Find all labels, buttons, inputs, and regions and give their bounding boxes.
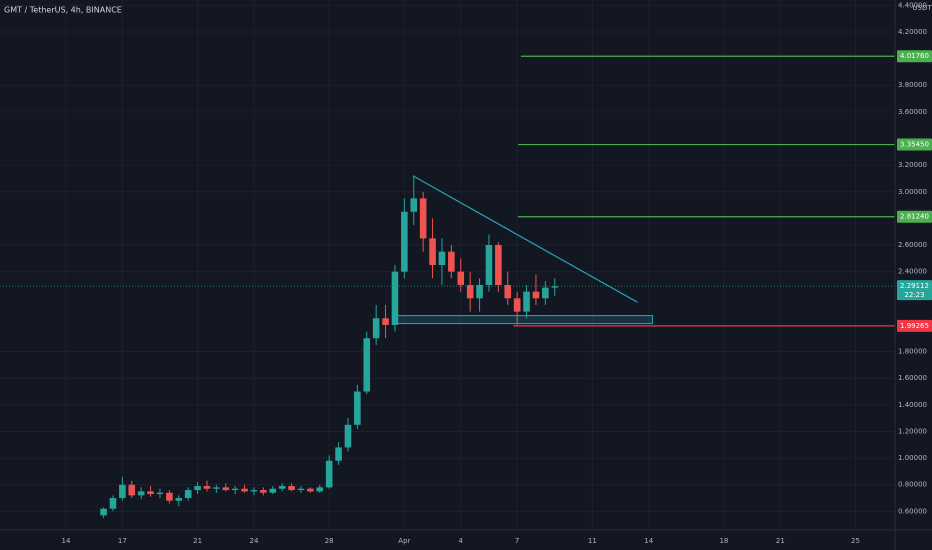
currency-label: USDT	[912, 4, 932, 12]
level-label: 3.35450	[900, 141, 929, 149]
candle-body	[382, 318, 389, 325]
y-tick-label: 1.40000	[898, 401, 927, 409]
x-tick-label: 28	[325, 537, 334, 545]
candle-body	[203, 486, 211, 489]
x-tick-label: 17	[118, 537, 127, 545]
level-label: 4.01760	[900, 52, 929, 60]
candle-body	[542, 287, 549, 299]
candle-body	[137, 491, 145, 496]
candle-body	[250, 490, 258, 492]
x-tick-label: 18	[719, 537, 728, 545]
candle-body	[147, 491, 154, 495]
candle-body	[401, 211, 408, 272]
candle-body	[391, 271, 399, 325]
candle-body	[354, 391, 361, 425]
candle-body	[438, 251, 446, 265]
x-tick-label: Apr	[398, 537, 410, 545]
candle-body	[166, 492, 173, 501]
level-label-bg	[897, 138, 932, 151]
x-tick-label: 25	[851, 537, 860, 545]
y-tick-label: 3.20000	[898, 161, 927, 169]
candle-body	[307, 488, 314, 492]
y-tick-label: 0.60000	[898, 507, 927, 515]
y-tick-label: 1.80000	[898, 348, 927, 356]
y-tick-label: 3.60000	[898, 108, 927, 116]
candle-body	[128, 484, 136, 496]
candle-body	[109, 498, 117, 509]
candle-body	[297, 488, 305, 491]
level-label: 2.81240	[900, 213, 929, 221]
candle-body	[513, 298, 521, 312]
candle-body	[325, 460, 333, 488]
candle-body	[260, 490, 267, 493]
candle-body	[419, 198, 427, 239]
y-tick-label: 4.20000	[898, 28, 927, 36]
candle-body	[523, 291, 530, 312]
candle-body	[448, 251, 455, 272]
candle-body	[363, 338, 371, 392]
candle-body	[372, 318, 380, 339]
level-label-bg	[897, 319, 932, 332]
grid	[0, 0, 895, 530]
candle-body	[316, 487, 324, 492]
y-tick-label: 0.80000	[898, 481, 927, 489]
candle-body	[156, 492, 164, 495]
candle-body	[344, 424, 352, 448]
y-tick-label: 3.80000	[898, 81, 927, 89]
x-tick-label: 24	[250, 537, 259, 545]
x-tick-label: 4	[459, 537, 464, 545]
y-tick-label: 4.40000	[898, 1, 927, 9]
candle-body	[504, 284, 512, 299]
x-tick-label: 21	[193, 537, 202, 545]
plot	[0, 55, 895, 519]
countdown-label: 22:23	[904, 291, 924, 299]
current-price-bg	[897, 280, 932, 301]
candle-body	[485, 245, 493, 285]
candle-body	[175, 498, 183, 501]
candle-body	[335, 447, 342, 461]
axes: 0.60000 0.80000 1.00000 1.20000 1.40000 1.600…	[62, 1, 932, 545]
candle-body	[119, 484, 126, 499]
level-label-bg	[897, 50, 932, 63]
candle-body	[466, 284, 474, 299]
x-tick-label: 14	[644, 537, 653, 545]
candle-body	[288, 486, 295, 491]
candle-body	[278, 486, 286, 489]
y-tick-label: 1.60000	[898, 374, 927, 382]
candle-body	[241, 488, 248, 492]
current-price-label: 2.29112	[900, 282, 929, 290]
y-tick-label: 3.00000	[898, 188, 927, 196]
y-tick-label: 1.00000	[898, 454, 927, 462]
candle-body	[184, 490, 192, 499]
candle-body	[495, 245, 502, 285]
level-label-bg	[897, 210, 932, 223]
x-tick-label: 14	[62, 537, 71, 545]
candle-body	[457, 271, 465, 285]
candle-body	[551, 286, 559, 288]
candle-body	[269, 488, 277, 493]
x-tick-label: 21	[776, 537, 785, 545]
candle-body	[476, 284, 483, 299]
y-tick-label: 1.20000	[898, 427, 927, 435]
chart-title: GMT / TetherUS, 4h, BINANCE	[4, 6, 122, 15]
trendline	[412, 175, 638, 303]
support-zone	[392, 315, 653, 325]
candle-body	[429, 238, 436, 265]
y-tick-label: 2.40000	[898, 268, 927, 276]
x-tick-label: 7	[515, 537, 519, 545]
candle-body	[222, 487, 230, 491]
candle-body	[194, 486, 201, 491]
y-tick-label: 2.60000	[898, 241, 927, 249]
candle-body	[410, 198, 418, 212]
candle-body	[231, 488, 239, 491]
candle-body	[100, 508, 107, 516]
candle-body	[532, 291, 540, 299]
x-tick-label: 11	[588, 537, 597, 545]
level-label: 1.99265	[900, 322, 929, 330]
candle-body	[213, 487, 220, 489]
